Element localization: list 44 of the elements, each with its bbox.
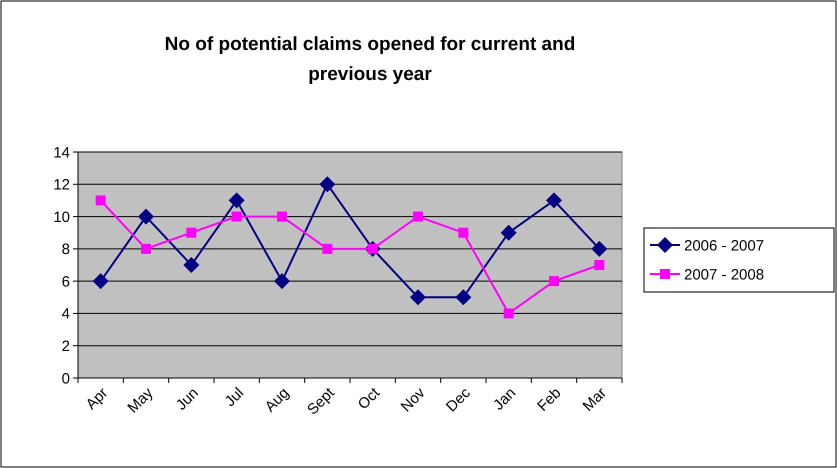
y-tick-label: 2 — [62, 338, 70, 355]
x-tick-label: Oct — [354, 384, 384, 414]
point — [455, 289, 472, 306]
point — [183, 257, 200, 273]
y-tick-label: 14 — [53, 144, 70, 162]
point — [277, 212, 287, 222]
point — [546, 192, 562, 208]
x-tick-label: Apr — [82, 384, 112, 414]
x-tick-label: Aug — [262, 384, 293, 416]
chart-title: No of potential claims opened for current and previous year — [164, 34, 576, 85]
point — [591, 240, 608, 257]
point — [322, 244, 332, 254]
point — [186, 228, 196, 238]
y-tick-label: 10 — [53, 208, 70, 226]
y-tick-label: 0 — [62, 370, 70, 388]
y-tick-label: 12 — [53, 176, 70, 194]
point — [549, 276, 559, 286]
point — [228, 192, 245, 208]
x-tick-label: Nov — [398, 384, 429, 416]
y-tick-label: 4 — [62, 306, 70, 323]
legend-label: 2007 - 2008 — [684, 266, 764, 284]
point — [232, 212, 242, 222]
point — [96, 195, 106, 206]
point — [319, 176, 336, 192]
x-tick-label: Mar — [580, 384, 610, 415]
point — [594, 260, 604, 270]
x-tick-label: Jul — [222, 384, 248, 410]
y-tick-label: 6 — [62, 273, 70, 290]
x-tick-label: Jan — [490, 384, 520, 414]
x-tick-label: May — [124, 384, 157, 417]
legend-label: 2006 - 2007 — [684, 237, 764, 254]
point — [274, 273, 290, 290]
point — [413, 212, 423, 222]
point — [504, 308, 514, 318]
point — [141, 244, 151, 254]
x-tick-label: Feb — [534, 384, 565, 415]
y-tick-label: 8 — [62, 241, 70, 258]
point — [458, 228, 468, 238]
x-tick-label: Jun — [172, 384, 202, 414]
point — [138, 208, 154, 225]
point — [92, 273, 109, 290]
point — [500, 224, 517, 241]
x-tick-label: Dec — [442, 384, 474, 416]
point — [410, 289, 426, 306]
